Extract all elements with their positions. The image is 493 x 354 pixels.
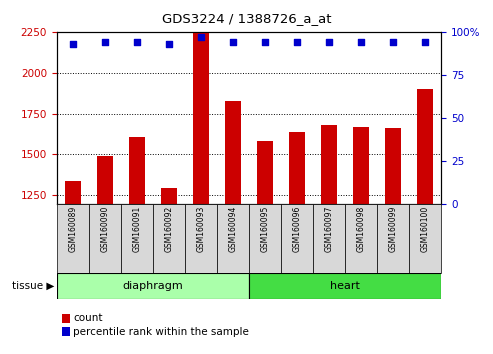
Bar <box>257 141 273 204</box>
Text: GSM160096: GSM160096 <box>292 206 302 252</box>
Point <box>293 39 301 45</box>
Point <box>229 39 237 45</box>
Text: GSM160094: GSM160094 <box>228 206 238 252</box>
Text: tissue ▶: tissue ▶ <box>12 281 54 291</box>
Bar <box>57 204 89 273</box>
Bar <box>161 188 177 204</box>
Bar <box>249 204 281 273</box>
Point <box>421 39 429 45</box>
Bar <box>313 204 345 273</box>
Text: diaphragm: diaphragm <box>122 281 183 291</box>
Text: GSM160099: GSM160099 <box>388 206 398 252</box>
Text: GSM160093: GSM160093 <box>196 206 206 252</box>
Bar <box>377 204 409 273</box>
Bar <box>97 156 113 204</box>
Bar <box>409 204 441 273</box>
Bar <box>217 204 249 273</box>
Text: GSM160097: GSM160097 <box>324 206 334 252</box>
Bar <box>353 127 369 204</box>
Bar <box>129 137 145 204</box>
Bar <box>121 204 153 273</box>
Point <box>261 39 269 45</box>
Text: GSM160092: GSM160092 <box>164 206 174 252</box>
Text: heart: heart <box>330 281 360 291</box>
Bar <box>65 181 81 204</box>
Bar <box>289 132 305 204</box>
Point <box>165 41 173 47</box>
Point <box>101 39 108 45</box>
Point <box>389 39 397 45</box>
Point <box>69 41 77 47</box>
Text: GSM160098: GSM160098 <box>356 206 366 252</box>
Text: count: count <box>73 313 103 323</box>
Text: GSM160090: GSM160090 <box>100 206 109 252</box>
Bar <box>57 273 249 299</box>
Bar <box>281 204 313 273</box>
Text: GDS3224 / 1388726_a_at: GDS3224 / 1388726_a_at <box>162 12 331 25</box>
Bar <box>185 204 217 273</box>
Point <box>325 39 333 45</box>
Text: GSM160089: GSM160089 <box>68 206 77 252</box>
Bar <box>385 129 401 204</box>
Point <box>357 39 365 45</box>
Bar <box>193 34 209 204</box>
Bar <box>225 101 241 204</box>
Bar <box>417 89 433 204</box>
Text: GSM160095: GSM160095 <box>260 206 270 252</box>
Point <box>197 34 205 40</box>
Bar <box>62 327 70 336</box>
Bar <box>345 204 377 273</box>
Bar <box>249 273 441 299</box>
Text: GSM160091: GSM160091 <box>132 206 141 252</box>
Text: percentile rank within the sample: percentile rank within the sample <box>73 327 249 337</box>
Bar <box>89 204 121 273</box>
Point <box>133 39 141 45</box>
Bar <box>321 125 337 204</box>
Bar <box>62 314 70 323</box>
Bar <box>153 204 185 273</box>
Text: GSM160100: GSM160100 <box>421 206 430 252</box>
